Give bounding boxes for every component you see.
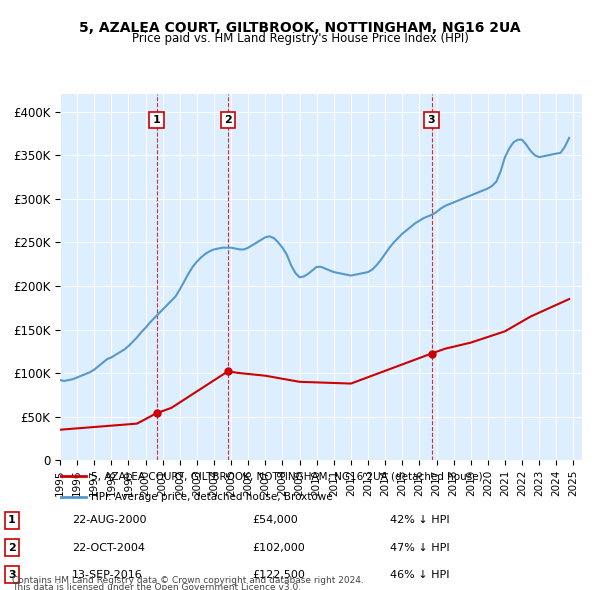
- Text: £122,500: £122,500: [252, 570, 305, 579]
- Text: £54,000: £54,000: [252, 516, 298, 525]
- Text: 1: 1: [152, 115, 160, 125]
- Text: 47% ↓ HPI: 47% ↓ HPI: [390, 543, 449, 552]
- Text: 5, AZALEA COURT, GILTBROOK, NOTTINGHAM, NG16 2UA: 5, AZALEA COURT, GILTBROOK, NOTTINGHAM, …: [79, 21, 521, 35]
- Text: 22-AUG-2000: 22-AUG-2000: [72, 516, 146, 525]
- Text: 1: 1: [8, 516, 16, 525]
- Text: 2: 2: [8, 543, 16, 552]
- Text: £102,000: £102,000: [252, 543, 305, 552]
- Text: Contains HM Land Registry data © Crown copyright and database right 2024.: Contains HM Land Registry data © Crown c…: [12, 576, 364, 585]
- Text: 3: 3: [8, 570, 16, 579]
- Text: This data is licensed under the Open Government Licence v3.0.: This data is licensed under the Open Gov…: [12, 584, 301, 590]
- Text: 13-SEP-2016: 13-SEP-2016: [72, 570, 143, 579]
- Text: HPI: Average price, detached house, Broxtowe: HPI: Average price, detached house, Brox…: [91, 492, 333, 502]
- Text: 2: 2: [224, 115, 232, 125]
- Text: Price paid vs. HM Land Registry's House Price Index (HPI): Price paid vs. HM Land Registry's House …: [131, 32, 469, 45]
- Text: 42% ↓ HPI: 42% ↓ HPI: [390, 516, 449, 525]
- Text: 22-OCT-2004: 22-OCT-2004: [72, 543, 145, 552]
- Text: 3: 3: [428, 115, 436, 125]
- Text: 46% ↓ HPI: 46% ↓ HPI: [390, 570, 449, 579]
- Text: 5, AZALEA COURT, GILTBROOK, NOTTINGHAM, NG16 2UA (detached house): 5, AZALEA COURT, GILTBROOK, NOTTINGHAM, …: [91, 471, 483, 481]
